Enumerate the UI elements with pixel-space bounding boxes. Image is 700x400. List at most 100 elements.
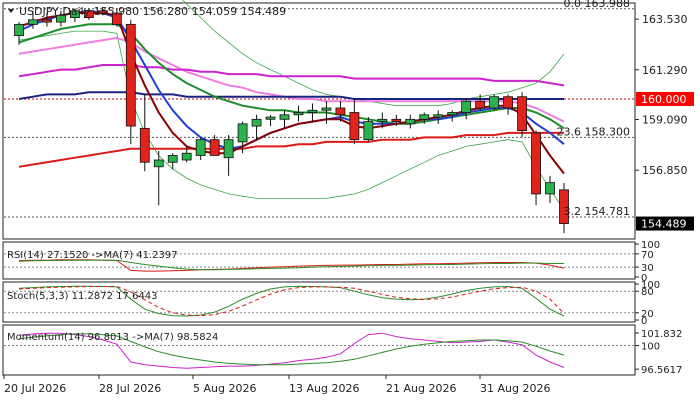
candle: [559, 183, 569, 234]
candle: [447, 110, 458, 122]
candle-down: [83, 10, 94, 18]
stoch-title: Stoch(5,3,3) 11.2872 17.6443: [7, 291, 158, 302]
fib-level-labels: 0.0 163.988 23.6 158.300 3.2 154.781: [557, 0, 630, 218]
candle: [97, 8, 108, 16]
candle-up: [237, 123, 248, 143]
candle: [42, 13, 52, 27]
title-group: USDJPY,Daily 155.980 156.280 154.059 154…: [8, 5, 286, 18]
candle-up: [28, 19, 38, 25]
sma-navy-line: [18, 91, 564, 100]
candle-down: [335, 107, 346, 116]
y-tick-label: 156.850: [642, 164, 688, 177]
candle-down: [349, 112, 360, 141]
candle-down: [391, 118, 402, 122]
main-plot: [4, 0, 634, 234]
candle-up: [153, 159, 164, 168]
indicator-line: [18, 285, 565, 317]
candle: [517, 92, 527, 138]
candle-down: [42, 19, 52, 23]
stoch-pane-frame: [2, 281, 636, 323]
fib-level-label: 0.0 163.988: [564, 0, 630, 10]
candle: [223, 135, 234, 176]
sma-magenta-line: [18, 64, 565, 87]
candle: [195, 137, 206, 160]
candle-down: [475, 100, 486, 109]
indicator-line: [18, 333, 565, 366]
indicator-line: [18, 286, 565, 317]
candle-down: [111, 12, 122, 25]
y-tick-label: 163.530: [642, 13, 688, 26]
candle: [14, 22, 24, 45]
candle-up: [279, 114, 290, 120]
candle-down: [97, 10, 108, 14]
candle: [489, 94, 500, 111]
candle: [153, 150, 164, 206]
candle: [167, 153, 178, 170]
sma-red-line: [18, 131, 564, 168]
candle-up: [405, 118, 416, 125]
indicator-line: [18, 332, 565, 369]
y-tick-label: 161.290: [642, 64, 688, 77]
sma-darkred-line: [18, 12, 565, 175]
x-axis: 20 Jul 2026 28 Jul 2026 5 Aug 2026 13 Au…: [4, 382, 550, 395]
candle: [56, 10, 66, 27]
candle-up: [447, 112, 458, 116]
collapse-triangle-icon[interactable]: [8, 9, 14, 13]
indicator-tick-label: 100: [641, 342, 660, 353]
indicator-tick-label: 20: [641, 309, 654, 320]
candle-up: [419, 114, 430, 120]
price-tag: 160.000: [636, 91, 694, 106]
candle: [433, 110, 444, 124]
candle-up: [14, 23, 24, 37]
candle: [335, 101, 346, 122]
price-tags: 160.000 154.489: [636, 91, 694, 231]
indicator-pane: 101.832 100 96.5617: [4, 329, 682, 376]
candle: [307, 103, 318, 122]
indicator-line: [18, 259, 564, 271]
indicator-tick-label: 70: [641, 250, 654, 261]
candle: [545, 175, 555, 203]
candle: [419, 112, 430, 124]
y-tick-label: 159.090: [642, 114, 688, 127]
y-axis: 163.530 161.290 159.090 156.850: [635, 13, 688, 177]
candle-up: [181, 152, 192, 161]
candle: [69, 8, 80, 23]
candle-up: [363, 121, 374, 141]
candle: [321, 101, 332, 124]
x-tick-label: 13 Aug 2026: [289, 382, 359, 395]
fib-level-label: 3.2 154.781: [564, 205, 630, 218]
indicator-tick-label: 96.5617: [641, 365, 682, 376]
sma-pink-line: [18, 36, 565, 123]
candle: [279, 110, 290, 129]
price-tag-bg: [636, 91, 694, 106]
price-tag-label: 160.000: [641, 93, 687, 106]
candle: [475, 94, 486, 111]
candle-up: [69, 10, 80, 18]
candle: [461, 98, 472, 120]
candle-up: [377, 118, 388, 122]
candle: [363, 117, 374, 142]
price-tag-bg: [636, 216, 694, 231]
candle: [209, 135, 220, 156]
candle-up: [293, 112, 304, 116]
x-tick-label: 21 Aug 2026: [386, 382, 456, 395]
candle: [503, 94, 514, 115]
x-tick-label: 31 Aug 2026: [480, 382, 550, 395]
price-tag: 154.489: [636, 216, 694, 231]
candle-down: [517, 96, 527, 132]
candle-up: [251, 118, 262, 127]
candle-down: [209, 139, 220, 156]
candle-up: [167, 155, 178, 163]
candle-down: [125, 23, 136, 127]
candle: [377, 112, 388, 129]
candle: [349, 98, 360, 145]
x-tick-label: 28 Jul 2026: [99, 382, 161, 395]
candle-up: [56, 14, 66, 23]
indicator-tick-label: 0: [641, 316, 647, 327]
candle: [139, 94, 150, 172]
sma-green-line: [18, 23, 565, 130]
